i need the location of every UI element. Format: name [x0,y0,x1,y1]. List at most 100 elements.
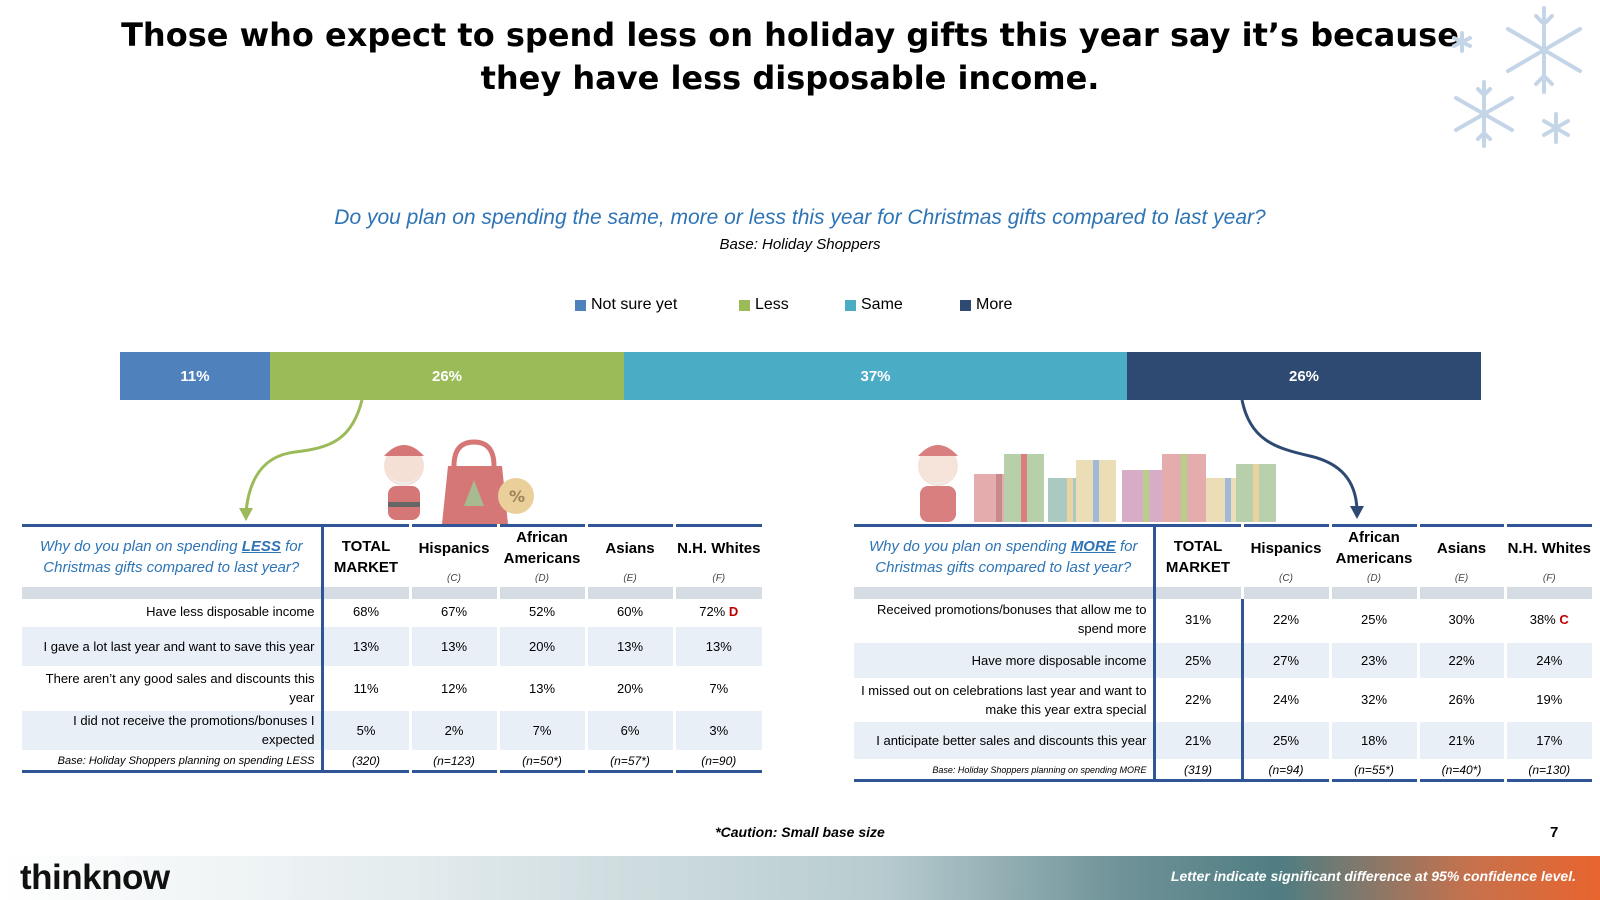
cell-value: 20% [584,665,674,709]
page-number: 7 [1550,824,1559,841]
letter-e: (E) [1416,569,1505,587]
cell-value: 13% [584,623,674,667]
cell-value: 25% [1152,639,1242,679]
cell-value: 25% [1240,718,1330,760]
row-label: I did not receive the promotions/bonuses… [22,707,322,751]
cell-value: 22% [1152,677,1242,720]
table-row: There aren’t any good sales and discount… [22,665,762,709]
data-label: 37% [860,367,891,385]
base-value: (n=123) [408,749,498,771]
footer-band [0,856,1600,900]
cell-value: 12% [408,665,498,709]
row-label: Have less disposable income [146,603,315,619]
cell-value: 13% [408,623,498,667]
row-label: Have more disposable income [854,639,1154,679]
less-table-question: Why do you plan on spending LESS for Chr… [39,538,303,576]
cell-value: 11% [320,665,410,709]
significance-footnote: Letter indicate significant difference a… [1170,868,1576,884]
table-row: Received promotions/bonuses that allow m… [854,599,1592,641]
data-label: 26% [431,367,463,385]
table-row: Have more disposable income 25% 27% 23% … [854,639,1592,679]
header-nh-whites: N.H. Whites [1503,525,1592,569]
svg-text:%: % [509,487,525,506]
header-african-americans: African Americans [1328,525,1418,569]
row-label: There aren’t any good sales and discount… [22,665,322,709]
cell-value: 26% [1416,677,1505,720]
letter-f: (F) [672,569,762,587]
legend-item-not-sure: Not sure yet [575,296,677,314]
base-value: (n=94) [1240,758,1330,780]
header-african-americans: African Americans [496,525,586,569]
survey-question: Do you plan on spending the same, more o… [334,206,1266,229]
row-label: I gave a lot last year and want to save … [22,623,322,667]
letter-c: (C) [408,569,498,587]
letter-f: (F) [1503,569,1592,587]
legend-item-less: Less [739,296,789,314]
less-arrow [244,399,364,513]
data-label: 26% [1288,367,1320,385]
legend-swatch-more [960,299,971,311]
letter-c: (C) [1240,569,1330,587]
more-arrowhead [1350,506,1364,519]
more-arrow [1240,399,1359,511]
bar-segment-not-sure: 11% [120,352,270,400]
row-label: I missed out on celebrations last year a… [854,677,1154,720]
row-label: I anticipate better sales and discounts … [854,718,1154,760]
letter-d: (D) [496,569,586,587]
cell-value: 32% [1328,677,1418,720]
letter-e: (E) [584,569,674,587]
legend-label: Less [755,296,789,313]
letter-d: (D) [1328,569,1418,587]
base-value: (n=57*) [584,749,674,771]
santa-bag-illustration: % [384,439,534,524]
data-label: 11% [180,367,210,385]
cell-value: 6% [584,707,674,751]
base-label: Base: Holiday Shoppers planning on spend… [22,749,322,771]
cell-value: 22% [1240,599,1330,641]
cell-value: 13% [496,665,586,709]
cell-value: 67% [408,599,498,625]
legend-label: More [976,296,1013,313]
header-nh-whites: N.H. Whites [672,525,762,569]
header-hispanics: Hispanics [1240,525,1330,569]
table-row: I missed out on celebrations last year a… [854,677,1592,720]
cell-value: 7% [672,665,762,709]
header-total-market: TOTAL MARKET [1152,525,1242,587]
cell-value: 30% [1416,599,1505,641]
legend-swatch-not-sure [575,299,586,311]
thinknow-logo: thinknow [20,858,170,897]
bar-segment-more: 26% [1127,352,1481,400]
legend-item-same: Same [845,296,903,314]
bar-segment-less: 26% [270,352,624,400]
table-row: I anticipate better sales and discounts … [854,718,1592,760]
cell-value: 25% [1328,599,1418,641]
cell-value: 22% [1416,639,1505,679]
base-label: Base: Holiday Shoppers planning on spend… [854,758,1154,780]
table-row: I gave a lot last year and want to save … [22,623,762,667]
cell-value: 20% [496,623,586,667]
cell-value: 18% [1328,718,1418,760]
cell-value: 68% [320,599,410,625]
less-reasons-table: Why do you plan on spending LESS for Chr… [22,524,762,773]
header-hispanics: Hispanics [408,525,498,569]
cell-value: 13% [672,623,762,667]
cell-value: 24% [1503,639,1592,679]
table-row: I did not receive the promotions/bonuses… [22,707,762,751]
slide-title: Those who expect to spend less on holida… [121,16,1459,97]
caution-note: *Caution: Small base size [715,824,885,840]
header-total-market: TOTAL MARKET [320,525,410,587]
base-value: (n=90) [672,749,762,771]
cell-value: 17% [1503,718,1592,760]
legend-item-more: More [960,296,1012,314]
cell-value: 19% [1503,677,1592,720]
significance-letter: D [728,603,739,619]
header-asians: Asians [584,525,674,569]
cell-value: 72% D [672,599,762,625]
table-row: Have less disposable income 68% 67% 52% … [22,599,762,625]
cell-value: 31% [1152,599,1242,641]
cell-value: 3% [672,707,762,751]
legend-label: Same [861,296,903,313]
legend-swatch-same [845,299,856,311]
base-value: (n=130) [1503,758,1592,780]
